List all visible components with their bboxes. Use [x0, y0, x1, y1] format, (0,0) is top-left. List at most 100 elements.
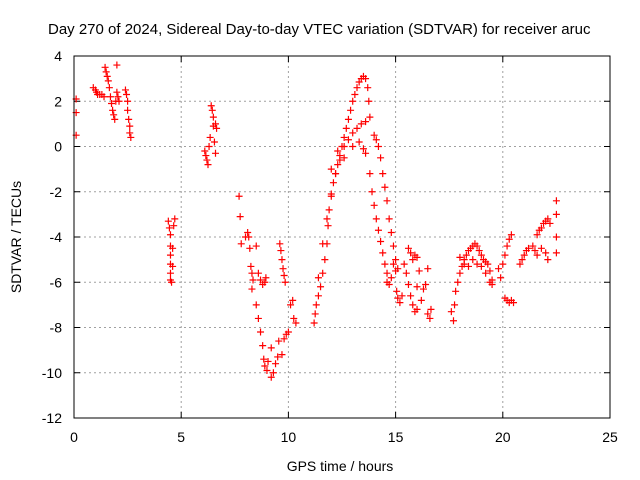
data-point [486, 267, 494, 275]
data-point [413, 253, 421, 261]
data-point [334, 147, 342, 155]
data-point [319, 269, 327, 277]
data-point [329, 179, 337, 187]
data-point [278, 256, 286, 264]
data-point [212, 149, 220, 157]
data-point [389, 242, 397, 250]
data-point [377, 154, 385, 162]
data-point [394, 294, 402, 302]
data-point [323, 215, 331, 223]
data-point [123, 90, 131, 98]
data-point [121, 86, 129, 94]
data-point [552, 233, 560, 241]
data-point [362, 149, 370, 157]
data-point [419, 285, 427, 293]
plot-frame [73, 55, 611, 419]
data-point [383, 269, 391, 277]
data-point [372, 215, 380, 223]
data-point [245, 233, 253, 241]
data-point [370, 131, 378, 139]
data-point [249, 276, 257, 284]
data-point [415, 267, 423, 275]
data-point [426, 314, 434, 322]
y-tick-label: -2 [50, 184, 63, 200]
data-point [263, 366, 271, 374]
x-tick-label: 0 [70, 429, 78, 445]
data-point [422, 281, 430, 289]
data-point [349, 129, 357, 137]
data-point [166, 269, 174, 277]
data-point [365, 97, 373, 105]
data-point [503, 242, 511, 250]
data-point [115, 97, 123, 105]
data-point [552, 249, 560, 257]
data-point [325, 206, 333, 214]
data-point [424, 310, 432, 318]
data-point [321, 256, 329, 264]
data-point [417, 296, 425, 304]
data-point [396, 299, 404, 307]
data-point [381, 183, 389, 191]
data-point [332, 170, 340, 178]
data-point [310, 319, 318, 327]
data-point [104, 77, 112, 85]
data-point [280, 271, 288, 279]
data-point [531, 247, 539, 255]
data-point [409, 256, 417, 264]
data-point [454, 278, 462, 286]
data-point [383, 197, 391, 205]
data-point [287, 301, 295, 309]
data-point [254, 314, 262, 322]
data-point [244, 228, 252, 236]
data-point [102, 68, 110, 76]
data-point [537, 244, 545, 252]
data-point [170, 222, 178, 230]
data-point [314, 274, 322, 282]
data-point [289, 296, 297, 304]
data-point [267, 373, 275, 381]
data-point [252, 301, 260, 309]
data-point [497, 274, 505, 282]
data-point [385, 281, 393, 289]
data-point [537, 224, 545, 232]
data-point [366, 170, 374, 178]
data-point [529, 242, 537, 250]
data-point [533, 231, 541, 239]
data-point [469, 256, 477, 264]
data-point [451, 301, 459, 309]
data-point [257, 328, 265, 336]
data-point [516, 260, 524, 268]
data-point [460, 260, 468, 268]
data-point [347, 106, 355, 114]
data-point [205, 143, 213, 150]
data-point [404, 244, 412, 252]
data-point [171, 215, 179, 223]
x-tick-label: 25 [602, 429, 618, 445]
data-point [544, 215, 552, 223]
data-point [213, 124, 221, 132]
data-point [126, 129, 134, 137]
data-point [374, 143, 382, 150]
data-point [206, 133, 214, 141]
data-point [473, 242, 481, 250]
data-point [113, 61, 121, 69]
x-tick-label: 10 [281, 429, 297, 445]
data-point [111, 115, 119, 123]
data-point [477, 251, 485, 259]
data-point [370, 201, 378, 209]
data-point [525, 244, 533, 252]
data-point [166, 231, 174, 239]
data-point [247, 262, 255, 270]
data-point [473, 260, 481, 268]
data-point [368, 188, 376, 196]
data-point [520, 251, 528, 259]
data-point [533, 251, 541, 259]
x-axis-label: GPS time / hours [287, 458, 394, 474]
data-point [546, 219, 554, 227]
data-point [475, 247, 483, 255]
y-tick-label: -10 [42, 365, 62, 381]
data-point [124, 97, 132, 105]
data-point [261, 362, 269, 370]
